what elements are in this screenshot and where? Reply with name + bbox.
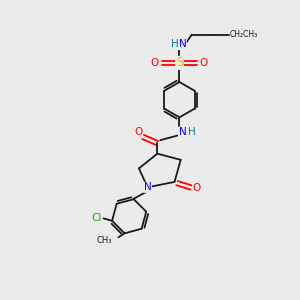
Text: O: O — [134, 127, 142, 136]
Text: CH₃: CH₃ — [97, 236, 112, 245]
Text: Cl: Cl — [91, 213, 101, 224]
Text: O: O — [151, 58, 159, 68]
Text: CH₂CH₃: CH₂CH₃ — [230, 30, 258, 39]
Text: N: N — [178, 40, 186, 50]
Text: N: N — [178, 127, 186, 137]
Text: H: H — [171, 40, 179, 50]
Text: O: O — [193, 183, 201, 193]
Text: S: S — [176, 56, 183, 69]
Text: O: O — [200, 58, 208, 68]
Text: N: N — [144, 182, 152, 192]
Text: H: H — [188, 127, 196, 137]
